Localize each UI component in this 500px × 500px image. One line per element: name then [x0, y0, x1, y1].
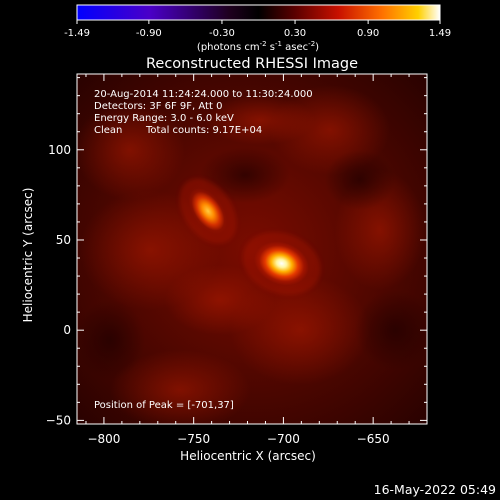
y-axis-ticks: −50 0 50 100	[46, 77, 427, 427]
y-tick-label: 50	[56, 233, 71, 247]
x-tick-label: −650	[357, 432, 390, 446]
colorbar-tick-label: -0.90	[136, 28, 162, 39]
chart-title: Reconstructed RHESSI Image	[146, 56, 358, 72]
x-axis-label: Heliocentric X (arcsec)	[180, 449, 316, 463]
colorbar-tick-label: -1.49	[64, 28, 90, 39]
y-axis-label: Heliocentric Y (arcsec)	[21, 188, 35, 323]
annotation-energy: Energy Range: 3.0 - 6.0 keV	[94, 113, 234, 124]
heatmap-sources	[179, 178, 321, 295]
colorbar-gradient	[76, 4, 441, 21]
colorbar-tick-label: 0.90	[357, 28, 379, 39]
y-tick-label: 100	[48, 143, 71, 157]
colorbar-tick-label: 1.49	[429, 28, 451, 39]
secondary-source	[188, 188, 228, 235]
x-tick-label: −750	[177, 432, 210, 446]
y-tick-label: −50	[46, 413, 71, 427]
colorbar: -1.49 -0.90 -0.30 0.30 0.90 1.49 (photons cm-…	[64, 4, 451, 53]
annotation-counts: Total counts: 9.17E+04	[145, 125, 262, 136]
colorbar-tick-label: -0.30	[209, 28, 235, 39]
annotation-detectors: Detectors: 3F 6F 9F, Att 0	[94, 101, 222, 112]
annotation-method: Clean	[94, 125, 122, 136]
annotation-peak: Position of Peak = [-701,37]	[94, 400, 234, 411]
y-tick-label: 0	[63, 323, 71, 337]
colorbar-tick-label: 0.30	[284, 28, 306, 39]
heatmap-image	[77, 74, 427, 424]
colorbar-unit: (photons cm-2 s-1 asec-2)	[197, 40, 319, 53]
x-tick-label: −700	[267, 432, 300, 446]
annotations: 20-Aug-2014 11:24:24.000 to 11:30:24.000…	[94, 89, 313, 411]
heatmap-texture	[77, 85, 427, 424]
peak-source	[254, 241, 309, 286]
x-tick-label: −800	[87, 432, 120, 446]
annotation-time: 20-Aug-2014 11:24:24.000 to 11:30:24.000	[94, 89, 313, 100]
colorbar-ticks: -1.49 -0.90 -0.30 0.30 0.90 1.49	[64, 20, 451, 39]
x-axis-ticks: −800 −750 −700 −650	[85, 74, 428, 446]
footer-date: 16-May-2022 05:49	[374, 482, 496, 497]
plot-frame	[76, 73, 428, 425]
